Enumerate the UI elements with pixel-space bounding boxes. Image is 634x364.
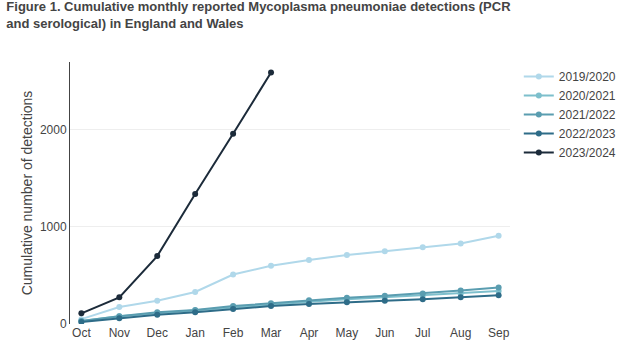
svg-text:Mar: Mar — [261, 326, 282, 340]
svg-text:Dec: Dec — [147, 326, 168, 340]
svg-text:1000: 1000 — [40, 220, 67, 234]
svg-text:2023/2024: 2023/2024 — [559, 146, 616, 160]
svg-text:Nov: Nov — [109, 326, 130, 340]
svg-text:Figure 1. Cumulative monthly r: Figure 1. Cumulative monthly reported My… — [6, 0, 511, 31]
svg-text:Jun: Jun — [375, 326, 394, 340]
svg-text:Sep: Sep — [488, 326, 510, 340]
svg-text:0: 0 — [60, 317, 67, 331]
svg-text:Oct: Oct — [72, 326, 91, 340]
svg-text:2021/2022: 2021/2022 — [559, 108, 616, 122]
svg-text:May: May — [336, 326, 359, 340]
svg-text:2020/2021: 2020/2021 — [559, 89, 616, 103]
svg-text:2022/2023: 2022/2023 — [559, 127, 616, 141]
svg-text:Aug: Aug — [450, 326, 471, 340]
svg-text:Feb: Feb — [223, 326, 244, 340]
svg-text:Cumulative number of detection: Cumulative number of detections — [19, 91, 35, 296]
svg-text:Apr: Apr — [300, 326, 319, 340]
svg-text:2019/2020: 2019/2020 — [559, 70, 616, 84]
svg-text:Jul: Jul — [415, 326, 430, 340]
svg-text:Jan: Jan — [185, 326, 204, 340]
svg-text:2000: 2000 — [40, 123, 67, 137]
